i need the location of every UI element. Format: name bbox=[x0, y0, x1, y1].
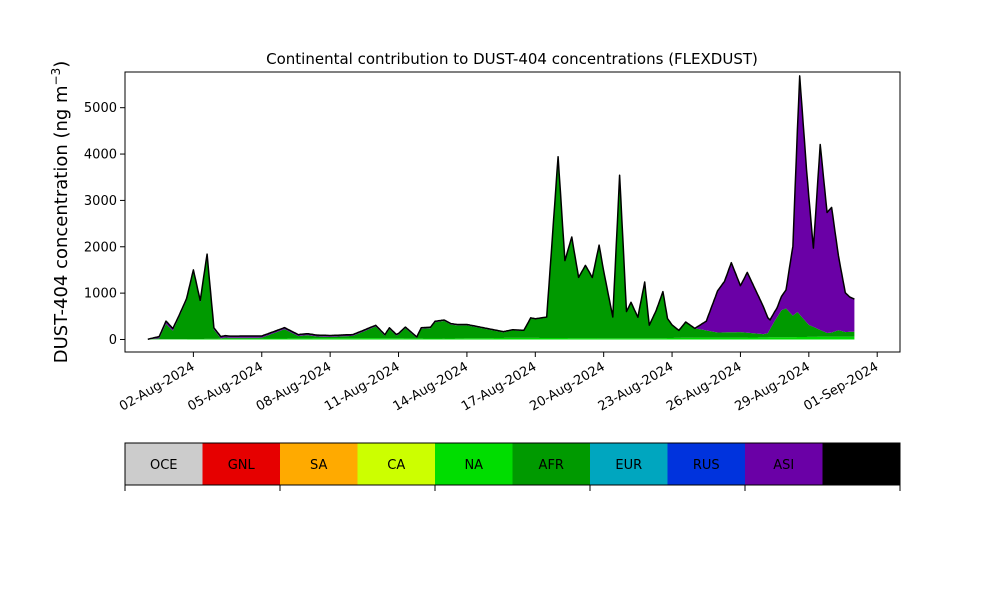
legend-swatch-na bbox=[435, 443, 513, 485]
x-tick-label: 11-Aug-2024 bbox=[322, 359, 402, 414]
x-tick-label: 08-Aug-2024 bbox=[254, 359, 334, 414]
plot-frame bbox=[124, 71, 901, 353]
x-tick-label: 23-Aug-2024 bbox=[596, 359, 676, 414]
y-axis-label-superscript: −3 bbox=[49, 68, 63, 86]
legend-label-rus: RUS bbox=[693, 458, 720, 473]
stacked-areas bbox=[147, 75, 855, 340]
y-tick-label: 0 bbox=[109, 333, 117, 348]
legend-swatch-rus bbox=[667, 443, 746, 485]
x-tick-label: 20-Aug-2024 bbox=[527, 359, 607, 414]
x-tick-label: 17-Aug-2024 bbox=[459, 359, 539, 414]
legend-label-afr: AFR bbox=[539, 458, 564, 473]
legend-label-gnl: GNL bbox=[228, 458, 256, 473]
total-concentration-line bbox=[147, 75, 855, 341]
y-tick-label: 4000 bbox=[84, 148, 117, 163]
region-colorbar-legend: OCE GNL SA CA NA AFR EUR RUS ASI AUS bbox=[124, 442, 901, 491]
x-tick-label: 02-Aug-2024 bbox=[117, 359, 197, 414]
legend-label-na: NA bbox=[464, 458, 483, 473]
x-tick-label: 05-Aug-2024 bbox=[185, 359, 265, 414]
y-tick-label: 2000 bbox=[84, 240, 117, 255]
x-tick-label: 14-Aug-2024 bbox=[391, 359, 471, 414]
legend-swatch-aus bbox=[822, 443, 901, 485]
y-tick-label: 3000 bbox=[84, 194, 117, 209]
legend-label-eur: EUR bbox=[615, 458, 642, 473]
legend-frame bbox=[124, 442, 901, 486]
y-axis-label: DUST-404 concentration (ng m−3) bbox=[49, 61, 72, 364]
legend-label-oce: OCE bbox=[150, 458, 178, 473]
y-axis-label-close: ) bbox=[51, 61, 72, 68]
chart-title: Continental contribution to DUST-404 con… bbox=[266, 50, 758, 68]
legend-swatch-afr bbox=[512, 443, 591, 485]
area-asi bbox=[147, 75, 855, 340]
legend-swatch-ca bbox=[357, 443, 436, 485]
legend-label-ca: CA bbox=[387, 458, 405, 473]
legend-swatch-oce bbox=[125, 443, 203, 485]
x-axis: 02-Aug-202405-Aug-202408-Aug-202411-Aug-… bbox=[117, 352, 881, 415]
x-tick-label: 26-Aug-2024 bbox=[664, 359, 744, 414]
legend-swatch-gnl bbox=[202, 443, 281, 485]
x-tick-label: 29-Aug-2024 bbox=[732, 359, 812, 414]
legend-swatch-sa bbox=[280, 443, 358, 485]
y-tick-label: 5000 bbox=[84, 101, 117, 116]
legend-label-aus: AUS bbox=[848, 458, 875, 473]
legend-swatch-asi bbox=[745, 443, 823, 485]
legend-label-asi: ASI bbox=[773, 458, 794, 473]
x-tick-label: 01-Sep-2024 bbox=[801, 359, 881, 414]
area-afr bbox=[147, 157, 855, 340]
y-axis: 0 1000 2000 3000 4000 5000 bbox=[84, 101, 125, 348]
y-tick-label: 1000 bbox=[84, 287, 117, 302]
legend-label-sa: SA bbox=[310, 458, 327, 473]
legend-swatch-eur bbox=[590, 443, 668, 485]
area-na bbox=[147, 336, 855, 340]
